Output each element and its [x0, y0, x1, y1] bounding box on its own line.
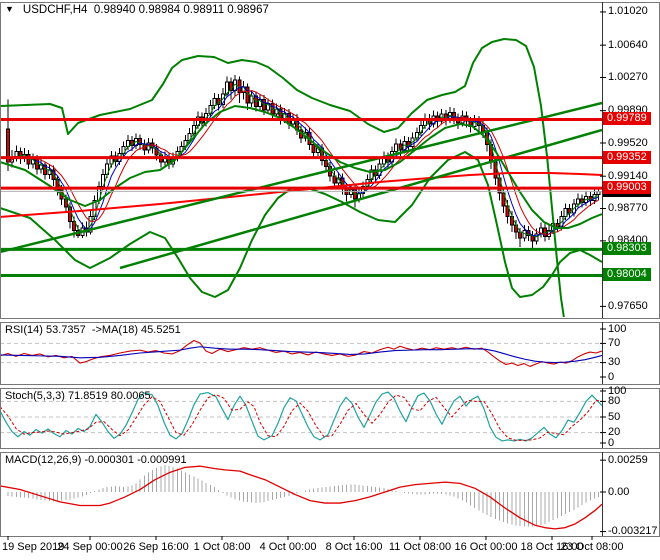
- stochastic-panel[interactable]: [0, 391, 602, 442]
- price-level-badge: 0.99789: [603, 112, 651, 126]
- macd-scale-label: 0.00259: [608, 453, 648, 466]
- rsi-scale-label: 100: [608, 322, 627, 335]
- fast-ma-line[interactable]: [7, 83, 599, 238]
- price-scale-label: 0.99520: [608, 136, 648, 149]
- macd-indicator-label: MACD(12,26,9) -0.000301 -0.000991: [5, 454, 187, 466]
- rsi-panel[interactable]: [0, 339, 602, 367]
- price-level-badge: 0.98004: [603, 268, 651, 282]
- rsi-indicator-label: RSI(14) 53.7357 ->MA(18) 45.5251: [5, 324, 181, 336]
- time-axis-label: 23 Oct 08:00: [560, 541, 624, 553]
- price-scale-label: 0.97650: [608, 299, 648, 312]
- symbol-ohlc-text: USDCHF,H4 0.98940 0.98984 0.98911 0.9896…: [22, 4, 269, 16]
- price-scale-label: 0.99140: [608, 169, 648, 182]
- time-axis-label: 24 Sep 00:00: [57, 541, 123, 553]
- macd-histogram: [7, 464, 600, 527]
- price-scale-label: 1.01020: [608, 5, 648, 18]
- time-axis-label: 16 Oct 00:00: [454, 541, 518, 553]
- symbol-dropdown-icon[interactable]: ▼: [5, 4, 14, 14]
- fast-ma-line[interactable]: [7, 90, 599, 235]
- stochastic-scale-label: 0: [608, 436, 615, 449]
- rsi-line[interactable]: [0, 339, 602, 367]
- ma200-line[interactable]: [0, 172, 602, 218]
- stochastic-d-line[interactable]: [0, 394, 602, 441]
- bollinger-band-line[interactable]: [0, 151, 602, 298]
- stochastic-scale-label: 50: [608, 410, 621, 423]
- price-level-badge: 0.98303: [603, 242, 651, 256]
- stochastic-k-line[interactable]: [0, 391, 602, 442]
- price-scale-label: 0.98770: [608, 202, 648, 215]
- trendline[interactable]: [119, 128, 602, 270]
- rsi-scale-label: 70: [608, 336, 621, 349]
- time-axis-label: 19 Sep 2019: [2, 541, 65, 553]
- macd-signal-line[interactable]: [0, 465, 602, 530]
- macd-scale-label: -0.003217: [608, 525, 658, 538]
- price-scale-label: 1.00640: [608, 38, 648, 51]
- stochastic-scale-label: 20: [608, 426, 621, 439]
- macd-panel[interactable]: [0, 464, 602, 530]
- time-axis-label: 11 Oct 08:00: [388, 541, 452, 553]
- main-chart-panel[interactable]: [0, 38, 602, 318]
- macd-scale-label: 0.00: [608, 485, 630, 498]
- price-level-badge: 0.99352: [603, 150, 651, 164]
- time-axis-label: 18 Oct 16:00: [520, 541, 584, 553]
- price-level-badge: 0.99003: [603, 181, 651, 195]
- time-axis-label: 8 Oct 16:00: [325, 541, 383, 553]
- time-axis-label: 4 Oct 00:00: [259, 541, 317, 553]
- bollinger-band-line[interactable]: [0, 38, 565, 318]
- rsi-ma-line[interactable]: [0, 346, 602, 364]
- time-axis-label: 26 Sep 16:00: [123, 541, 189, 553]
- rsi-scale-label: 0: [608, 370, 615, 383]
- rsi-scale-label: 30: [608, 356, 621, 369]
- chart-title: ▼ USDCHF,H4 0.98940 0.98984 0.98911 0.989…: [5, 4, 269, 16]
- stochastic-scale-label: 80: [608, 394, 621, 407]
- trendline[interactable]: [0, 101, 602, 254]
- candlestick-series: [6, 74, 601, 248]
- stochastic-indicator-label: Stoch(5,3,3) 71.8519 80.0065: [5, 390, 151, 402]
- fast-ma-line[interactable]: [7, 85, 599, 237]
- time-axis-label: 1 Oct 08:00: [193, 541, 251, 553]
- stochastic-scale-label: 100: [608, 384, 627, 397]
- price-scale-label: 1.00270: [608, 70, 648, 83]
